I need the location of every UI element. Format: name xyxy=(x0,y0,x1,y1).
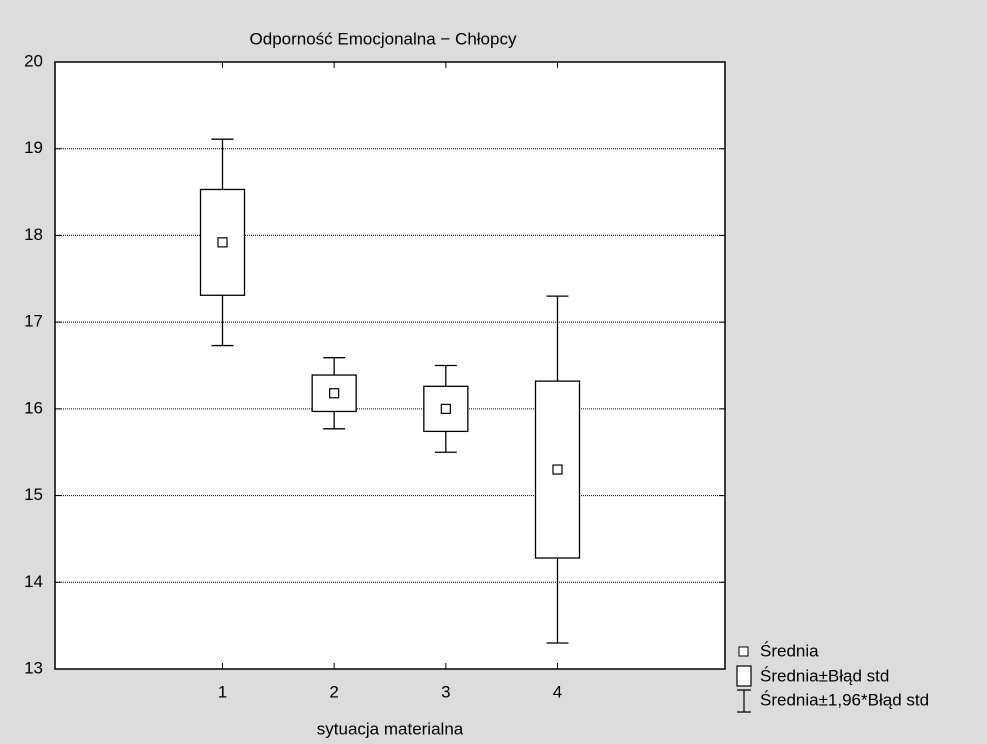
y-tick-label: 17 xyxy=(24,312,43,331)
x-tick-label: 4 xyxy=(553,682,562,701)
x-axis-label: sytuacja materialna xyxy=(317,719,464,738)
y-tick-label: 20 xyxy=(24,51,43,70)
mean-marker xyxy=(552,464,563,475)
legend-whisker-icon xyxy=(737,689,751,713)
y-tick-label: 14 xyxy=(24,572,43,591)
y-tick-label: 18 xyxy=(24,225,43,244)
chart-title: Odporność Emocjonalna − Chłopcy xyxy=(250,29,517,48)
y-tick-label: 16 xyxy=(24,398,43,417)
x-tick-label: 2 xyxy=(329,682,338,701)
legend-label: Średnia xyxy=(760,641,819,660)
y-tick-label: 13 xyxy=(24,658,43,677)
y-tick-label: 15 xyxy=(24,485,43,504)
legend-label: Średnia±1,96*Błąd std xyxy=(760,690,929,709)
legend-label: Średnia±Błąd std xyxy=(760,666,889,685)
mean-marker xyxy=(217,237,228,248)
x-tick-label: 1 xyxy=(218,682,227,701)
mean-marker xyxy=(440,403,451,414)
mean-marker xyxy=(329,388,340,399)
legend-box-icon xyxy=(736,665,752,687)
legend-mean-icon xyxy=(738,646,749,657)
x-tick-label: 3 xyxy=(441,682,450,701)
y-tick-label: 19 xyxy=(24,138,43,157)
plot-area xyxy=(54,61,726,670)
